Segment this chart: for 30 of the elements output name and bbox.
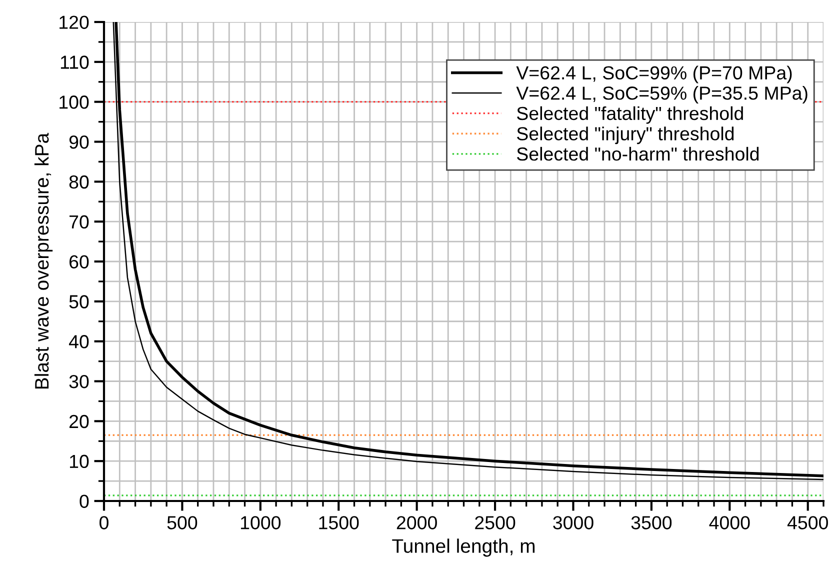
y-tick-label: 100 [60, 96, 89, 109]
y-tick-label: 90 [69, 135, 89, 149]
y-tick-label: 120 [60, 16, 89, 29]
y-tick-label: 50 [69, 295, 89, 308]
x-tick-label: 1500 [319, 516, 359, 530]
x-tick-label: 3500 [631, 516, 672, 530]
y-tick-label: 40 [68, 335, 89, 348]
y-tick-label: 0 [80, 494, 89, 508]
ref-line-label: Selected "fatality" threshold [516, 106, 743, 124]
x-tick-label: 1000 [240, 516, 281, 530]
y-tick-label: 20 [70, 414, 89, 428]
x-axis-title: Tunnel length, m [392, 538, 535, 557]
x-tick-label: 4500 [787, 516, 828, 530]
x-tick-label: 2000 [396, 516, 437, 530]
legend-label: V=62.4 L, SoC=59% (P=35.5 MPa) [516, 86, 808, 104]
y-tick-label: 70 [70, 215, 89, 229]
y-tick-label: 80 [69, 175, 89, 189]
x-tick-label: 0 [100, 516, 108, 530]
x-tick-label: 4000 [709, 516, 750, 530]
legend-label: Selected "injury" threshold [516, 126, 734, 144]
x-tick-label: 500 [167, 516, 198, 530]
y-tick-label: 10 [70, 454, 89, 468]
y-tick-label: 110 [60, 56, 89, 69]
y-axis-title: Blast wave overpressure, kPa [34, 132, 53, 389]
y-tick-label: 30 [69, 374, 89, 388]
y-tick-label: 60 [70, 255, 89, 268]
x-tick-label: 3000 [553, 516, 594, 530]
legend-label: Selected "no-harm" threshold [516, 146, 759, 161]
legend-label: V=62.4 L, SoC=99% (P=70 MPa) [516, 66, 792, 84]
x-tick-label: 2500 [475, 516, 516, 530]
